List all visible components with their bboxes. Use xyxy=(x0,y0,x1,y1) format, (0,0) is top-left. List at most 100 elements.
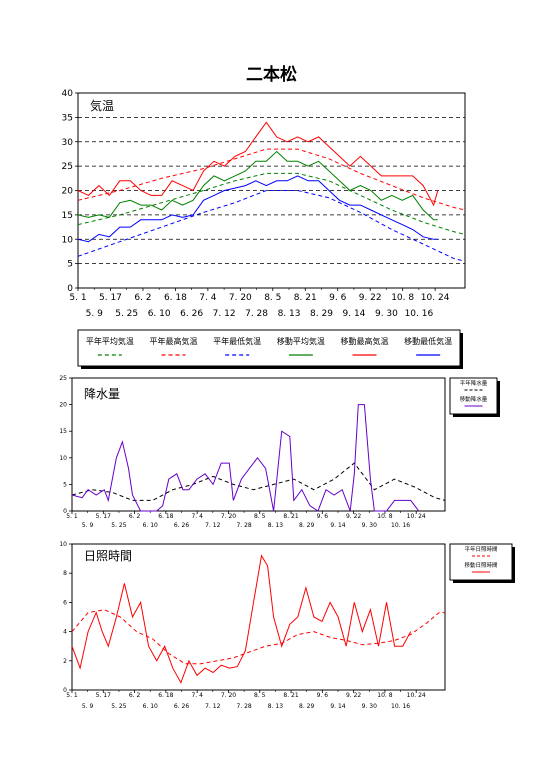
x-tick-label: 8. 21 xyxy=(283,692,298,699)
legend-label: 移動最高気温 xyxy=(341,336,389,346)
x-tick-label: 7. 12 xyxy=(205,703,220,710)
chart-title: 二本松 xyxy=(246,65,297,85)
x-tick-label: 8. 21 xyxy=(294,293,317,303)
x-tick-label: 9. 30 xyxy=(362,522,377,529)
x-tick-label: 8. 13 xyxy=(278,309,301,319)
x-tick-label: 9. 6 xyxy=(317,692,329,699)
x-tick-label: 8. 5 xyxy=(254,513,266,520)
y-tick-label: 0 xyxy=(67,284,73,294)
y-tick-label: 8 xyxy=(63,570,67,577)
legend-box xyxy=(449,377,498,415)
x-tick-label: 10. 8 xyxy=(377,692,392,699)
legend-label: 移動平均気温 xyxy=(277,336,325,346)
x-tick-label: 7. 20 xyxy=(221,513,236,520)
y-tick-label: 15 xyxy=(62,211,73,221)
x-tick-label: 6. 26 xyxy=(174,703,189,710)
x-tick-label: 5. 17 xyxy=(99,293,122,303)
x-tick-label: 5. 25 xyxy=(111,522,126,529)
x-tick-label: 7. 28 xyxy=(236,703,251,710)
x-tick-label: 6. 2 xyxy=(129,513,141,520)
y-tick-label: 20 xyxy=(59,402,67,409)
x-tick-label: 9. 22 xyxy=(346,513,361,520)
x-tick-label: 5. 9 xyxy=(82,703,94,710)
x-tick-label: 6. 18 xyxy=(164,293,187,303)
y-tick-label: 5 xyxy=(67,260,73,270)
x-tick-label: 9. 22 xyxy=(346,692,361,699)
y-tick-label: 0 xyxy=(63,508,67,515)
x-tick-label: 10. 16 xyxy=(391,703,410,710)
legend-label: 平年平均気温 xyxy=(86,336,134,346)
y-tick-label: 0 xyxy=(63,687,67,694)
legend-label: 平年日照時間 xyxy=(464,545,498,553)
legend-label: 移動最低気温 xyxy=(404,336,452,346)
x-tick-label: 6. 10 xyxy=(148,309,171,319)
series-line-0-3 xyxy=(77,150,438,221)
x-tick-label: 9. 6 xyxy=(329,293,346,303)
x-tick-label: 9. 30 xyxy=(362,703,377,710)
x-tick-label: 5. 1 xyxy=(69,293,86,303)
y-tick-label: 2 xyxy=(63,658,67,665)
x-tick-label: 9. 6 xyxy=(317,513,329,520)
y-tick-label: 10 xyxy=(62,235,74,245)
x-tick-label: 6. 26 xyxy=(180,309,203,319)
x-tick-label: 5. 25 xyxy=(115,309,138,319)
series-line-0-5 xyxy=(77,175,438,243)
x-tick-label: 7. 28 xyxy=(236,522,251,529)
y-tick-label: 10 xyxy=(59,455,67,462)
x-tick-label: 7. 4 xyxy=(191,692,203,699)
x-tick-label: 9. 14 xyxy=(330,703,345,710)
x-tick-label: 5. 9 xyxy=(86,309,103,319)
x-tick-label: 5. 9 xyxy=(82,522,94,529)
plot-frame-1 xyxy=(71,377,446,512)
x-tick-label: 7. 20 xyxy=(229,293,252,303)
legend-label: 平年最高気温 xyxy=(150,336,198,346)
x-tick-label: 10. 24 xyxy=(421,293,450,303)
series-line-0-4 xyxy=(77,121,439,207)
y-tick-label: 40 xyxy=(62,89,74,99)
x-tick-label: 6. 10 xyxy=(143,522,158,529)
chart-label: 気温 xyxy=(90,98,114,113)
x-tick-label: 10. 8 xyxy=(377,513,392,520)
y-tick-label: 25 xyxy=(59,375,67,382)
x-tick-label: 9. 22 xyxy=(359,293,382,303)
x-tick-label: 7. 4 xyxy=(191,513,203,520)
legend-box xyxy=(449,543,513,581)
x-tick-label: 5. 17 xyxy=(96,513,111,520)
series-line-0-1 xyxy=(77,148,466,211)
chart-label: 降水量 xyxy=(84,387,120,401)
y-tick-label: 6 xyxy=(63,599,67,606)
y-tick-label: 25 xyxy=(62,162,73,172)
x-tick-label: 6. 2 xyxy=(129,692,141,699)
x-tick-label: 6. 18 xyxy=(158,513,173,520)
series-line-1-1 xyxy=(71,404,420,512)
x-tick-label: 7. 20 xyxy=(221,692,236,699)
y-tick-label: 30 xyxy=(62,138,74,148)
legend-label: 平年最低気温 xyxy=(213,336,261,346)
x-tick-label: 5. 1 xyxy=(66,513,78,520)
x-tick-label: 9. 30 xyxy=(375,309,398,319)
y-tick-label: 10 xyxy=(59,541,67,548)
x-tick-label: 8. 29 xyxy=(299,522,314,529)
chart-label: 日照時間 xyxy=(84,549,132,563)
x-tick-label: 7. 12 xyxy=(205,522,220,529)
x-tick-label: 10. 16 xyxy=(405,309,434,319)
plot-frame-2 xyxy=(71,543,446,691)
x-tick-label: 10. 24 xyxy=(407,692,426,699)
y-tick-label: 20 xyxy=(62,187,74,197)
series-line-2-0 xyxy=(71,609,445,665)
x-tick-label: 8. 29 xyxy=(299,703,314,710)
x-tick-label: 6. 10 xyxy=(143,703,158,710)
x-tick-label: 8. 5 xyxy=(264,293,281,303)
y-tick-label: 4 xyxy=(63,629,67,636)
x-tick-label: 8. 29 xyxy=(310,309,333,319)
x-tick-label: 5. 25 xyxy=(111,703,126,710)
legend-label: 平年降水量 xyxy=(460,379,488,387)
x-tick-label: 9. 14 xyxy=(330,522,345,529)
x-tick-label: 6. 18 xyxy=(158,692,173,699)
x-tick-label: 7. 28 xyxy=(245,309,268,319)
y-tick-label: 35 xyxy=(62,113,73,123)
legend-label: 移動日照時間 xyxy=(464,561,498,569)
series-line-1-0 xyxy=(71,462,446,501)
x-tick-label: 7. 4 xyxy=(199,293,216,303)
